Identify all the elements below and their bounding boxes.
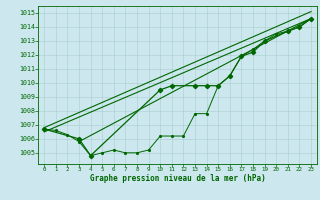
X-axis label: Graphe pression niveau de la mer (hPa): Graphe pression niveau de la mer (hPa) [90,174,266,183]
